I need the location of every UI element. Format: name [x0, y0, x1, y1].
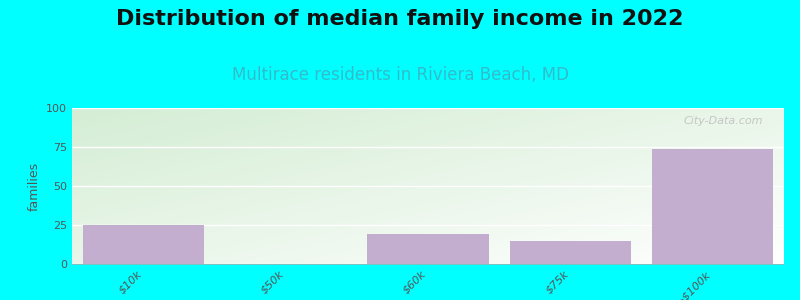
Text: Multirace residents in Riviera Beach, MD: Multirace residents in Riviera Beach, MD	[231, 66, 569, 84]
Y-axis label: families: families	[27, 161, 41, 211]
Bar	[652, 148, 774, 264]
Bar	[367, 234, 489, 264]
Text: City-Data.com: City-Data.com	[683, 116, 762, 126]
Text: Distribution of median family income in 2022: Distribution of median family income in …	[116, 9, 684, 29]
Bar	[510, 241, 631, 264]
Bar	[82, 225, 204, 264]
